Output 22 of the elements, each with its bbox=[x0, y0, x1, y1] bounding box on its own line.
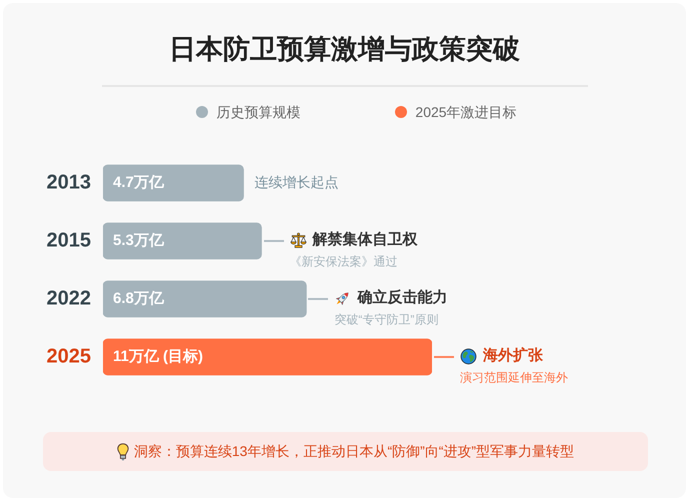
annotation: 连续增长起点 bbox=[254, 174, 339, 190]
bar bbox=[103, 164, 244, 202]
y-tick-label: 2025 bbox=[46, 346, 91, 368]
bar bbox=[103, 338, 432, 376]
data-label: 6.8万亿 bbox=[113, 290, 165, 308]
y-tick-label: 2022 bbox=[46, 288, 91, 310]
data-label: 4.7万亿 bbox=[113, 174, 165, 192]
annotation: 确立反击能力 bbox=[356, 288, 448, 306]
legend-label: 历史预算规模 bbox=[216, 103, 300, 121]
text: 演习范围延伸至海外 bbox=[460, 370, 568, 384]
y-tick-label: 2015 bbox=[46, 230, 91, 252]
y-tick-label: 2013 bbox=[46, 172, 91, 194]
callout-box: 洞察：预算连续13年增长，正推动日本从“防御”向“进攻”型军事力量转型 bbox=[43, 432, 648, 471]
annotation: 《新安保法案》通过 bbox=[290, 254, 398, 268]
data-label: 11万亿 (目标) bbox=[113, 348, 204, 366]
bar bbox=[103, 222, 262, 260]
legend-label: 2025年激进目标 bbox=[415, 103, 517, 121]
annotation: 解禁集体自卫权 bbox=[312, 231, 419, 248]
data-label: 5.3万亿 bbox=[113, 232, 165, 250]
text: 海外扩张 bbox=[482, 346, 544, 364]
chart-title: 日本防卫预算激增与政策突破 bbox=[168, 33, 521, 66]
annotation: 突破“专守防卫”原则 bbox=[334, 312, 438, 326]
